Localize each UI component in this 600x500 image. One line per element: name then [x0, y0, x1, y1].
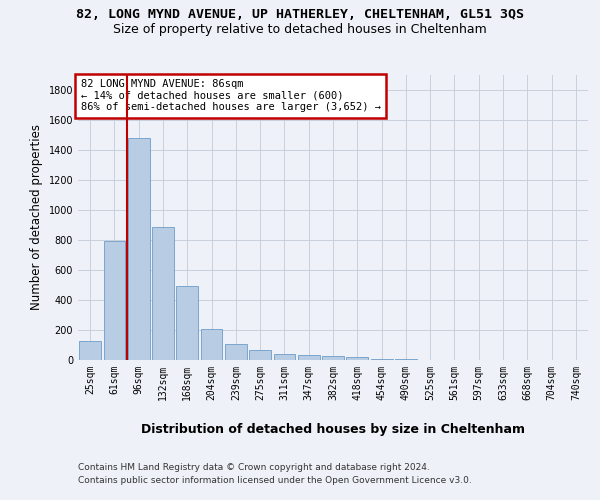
Bar	[152, 226, 174, 360]
Bar	[79, 341, 101, 360]
Bar	[104, 241, 125, 360]
Text: 82 LONG MYND AVENUE: 86sqm
← 14% of detached houses are smaller (600)
86% of sem: 82 LONG MYND AVENUE: 86sqm ← 14% of deta…	[80, 80, 380, 112]
Text: Distribution of detached houses by size in Cheltenham: Distribution of detached houses by size …	[141, 422, 525, 436]
Bar	[298, 355, 320, 360]
Text: Size of property relative to detached houses in Cheltenham: Size of property relative to detached ho…	[113, 22, 487, 36]
Bar	[249, 350, 271, 360]
Text: Contains public sector information licensed under the Open Government Licence v3: Contains public sector information licen…	[78, 476, 472, 485]
Text: 82, LONG MYND AVENUE, UP HATHERLEY, CHELTENHAM, GL51 3QS: 82, LONG MYND AVENUE, UP HATHERLEY, CHEL…	[76, 8, 524, 20]
Bar	[176, 286, 198, 360]
Y-axis label: Number of detached properties: Number of detached properties	[30, 124, 43, 310]
Bar	[128, 138, 149, 360]
Bar	[346, 357, 368, 360]
Bar	[200, 329, 223, 360]
Bar	[225, 344, 247, 360]
Bar	[322, 356, 344, 360]
Bar	[371, 358, 392, 360]
Text: Contains HM Land Registry data © Crown copyright and database right 2024.: Contains HM Land Registry data © Crown c…	[78, 462, 430, 471]
Bar	[274, 354, 295, 360]
